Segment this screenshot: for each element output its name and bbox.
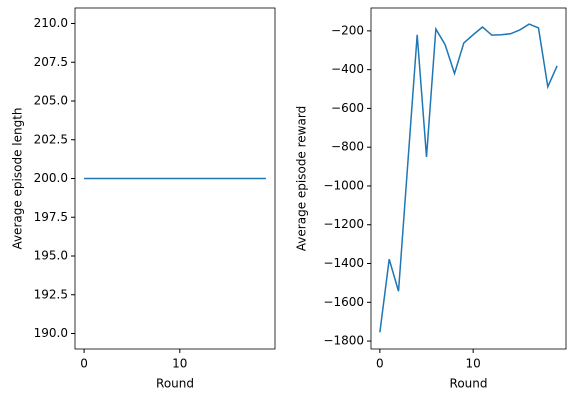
x-tick-label: 10: [172, 357, 187, 371]
y-tick-label: −1600: [323, 295, 364, 309]
line: [379, 23, 558, 333]
y-axis-label: Average episode reward: [295, 106, 309, 251]
x-tick-label: 10: [466, 357, 481, 371]
y-tick-label: 190.0: [34, 326, 68, 340]
y-axis-label: Average episode length: [11, 107, 25, 249]
y-tick-label: −800: [331, 140, 364, 154]
y-tick-label: −1800: [323, 334, 364, 348]
y-tick-label: −1200: [323, 217, 364, 231]
y-tick-label: −600: [331, 101, 364, 115]
y-tick-label: 210.0: [34, 16, 68, 30]
x-axis-label: Round: [450, 377, 488, 391]
y-tick-label: 200.0: [34, 171, 68, 185]
axes-frame: [74, 7, 276, 350]
y-tick-label: 205.0: [34, 94, 68, 108]
y-tick-label: −1000: [323, 178, 364, 192]
y-tick-label: −1400: [323, 256, 364, 270]
x-axis-label: Round: [156, 377, 194, 391]
x-tick-label: 0: [80, 357, 88, 371]
y-tick-label: 207.5: [34, 55, 68, 69]
y-tick-label: 195.0: [34, 249, 68, 263]
y-tick-label: 202.5: [34, 132, 68, 146]
y-tick-label: 197.5: [34, 210, 68, 224]
y-tick-label: −400: [331, 62, 364, 76]
x-tick-label: 0: [376, 357, 384, 371]
axes-frame: [370, 7, 567, 350]
y-tick-label: 192.5: [34, 287, 68, 301]
y-tick-label: −200: [331, 23, 364, 37]
